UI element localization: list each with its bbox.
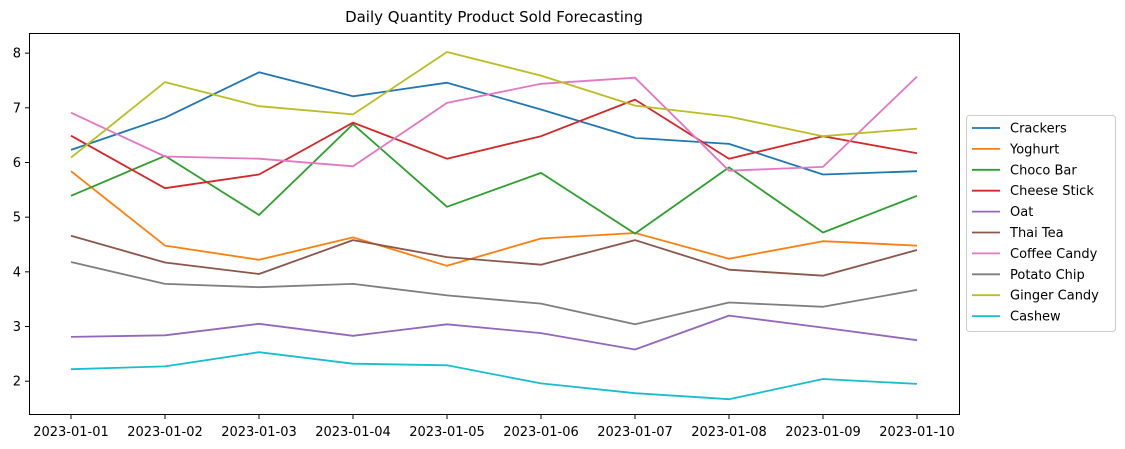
x-tick-label: 2023-01-02: [127, 425, 203, 440]
legend-label: Cheese Stick: [1010, 184, 1094, 199]
legend-label: Potato Chip: [1010, 268, 1085, 283]
x-tick-label: 2023-01-01: [33, 425, 109, 440]
legend-label: Coffee Candy: [1010, 247, 1098, 262]
legend-label: Cashew: [1010, 310, 1061, 325]
legend-label: Ginger Candy: [1010, 289, 1099, 304]
y-axis: 2 3 4 5 6 7 8: [13, 47, 30, 390]
series-line-cheese-stick: [70, 98, 918, 190]
x-tick-label: 2023-01-04: [315, 425, 391, 440]
series-line-coffee-candy: [70, 75, 918, 172]
series-line-oat: [70, 314, 918, 351]
legend-label: Yoghurt: [1009, 142, 1059, 157]
legend-label: Crackers: [1010, 122, 1067, 137]
legend-label: Choco Bar: [1010, 163, 1077, 178]
chart-title: Daily Quantity Product Sold Forecasting: [345, 8, 643, 26]
legend-label: Thai Tea: [1009, 226, 1064, 241]
series-line-yoghurt: [70, 170, 918, 267]
series-line-potato-chip: [70, 261, 918, 326]
x-tick-label: 2023-01-09: [785, 425, 861, 440]
plot-frame: [29, 33, 960, 415]
x-axis: 2023-01-01 2023-01-02 2023-01-03 2023-01-04…: [33, 414, 955, 440]
x-tick-label: 2023-01-06: [503, 425, 579, 440]
x-tick-label: 2023-01-07: [597, 425, 673, 440]
series-line-cashew: [70, 351, 918, 401]
series-line-thai-tea: [70, 234, 918, 277]
legend-label: Oat: [1010, 205, 1033, 220]
legend-box: [966, 115, 1116, 332]
y-tick-label: 2: [13, 375, 21, 390]
plot-lines: [70, 51, 918, 401]
x-tick-label: 2023-01-05: [409, 425, 485, 440]
x-tick-label: 2023-01-08: [691, 425, 767, 440]
series-line-crackers: [70, 71, 918, 176]
y-tick-label: 5: [13, 211, 21, 226]
y-tick-label: 7: [13, 101, 21, 116]
y-tick-label: 4: [13, 265, 21, 280]
x-tick-label: 2023-01-10: [879, 425, 955, 440]
x-tick-label: 2023-01-03: [221, 425, 297, 440]
y-tick-label: 6: [13, 156, 21, 171]
y-tick-label: 3: [13, 320, 21, 335]
legend: Crackers Yoghurt Choco Bar Cheese Stick Oat T…: [966, 115, 1116, 332]
series-line-ginger-candy: [70, 51, 918, 159]
series-line-choco-bar: [70, 123, 918, 235]
y-tick-label: 8: [13, 47, 21, 62]
